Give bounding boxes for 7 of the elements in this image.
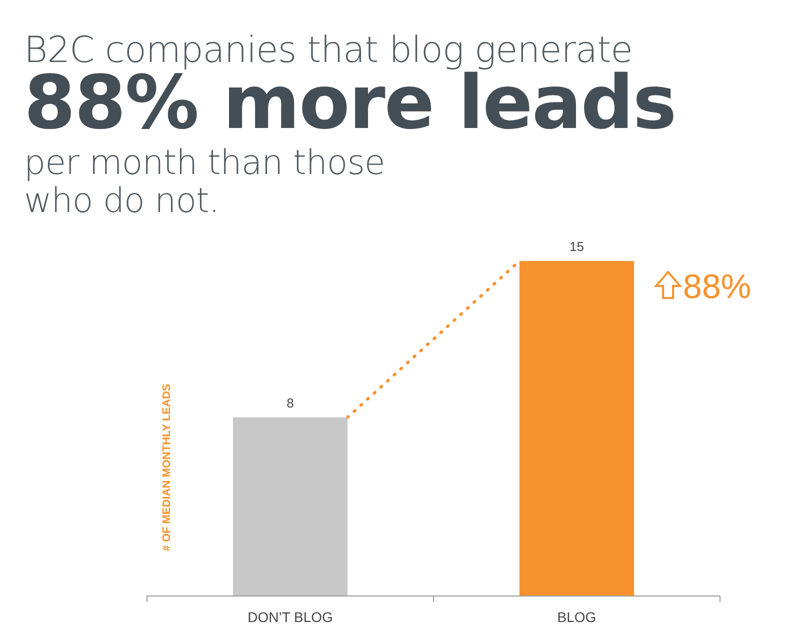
- chart-title: B2C companies that blog generate 88% more leads per month than those who do not.: [24, 30, 676, 221]
- annotation: 88%: [683, 268, 752, 306]
- data-label: 15: [570, 239, 584, 254]
- x-tick-label: BLOG: [557, 609, 596, 625]
- data-label: 8: [286, 395, 294, 410]
- y-axis-title: # OF MEDIAN MONTHLY LEADS: [161, 384, 173, 552]
- x-tick-label: DON’T BLOG: [248, 609, 333, 625]
